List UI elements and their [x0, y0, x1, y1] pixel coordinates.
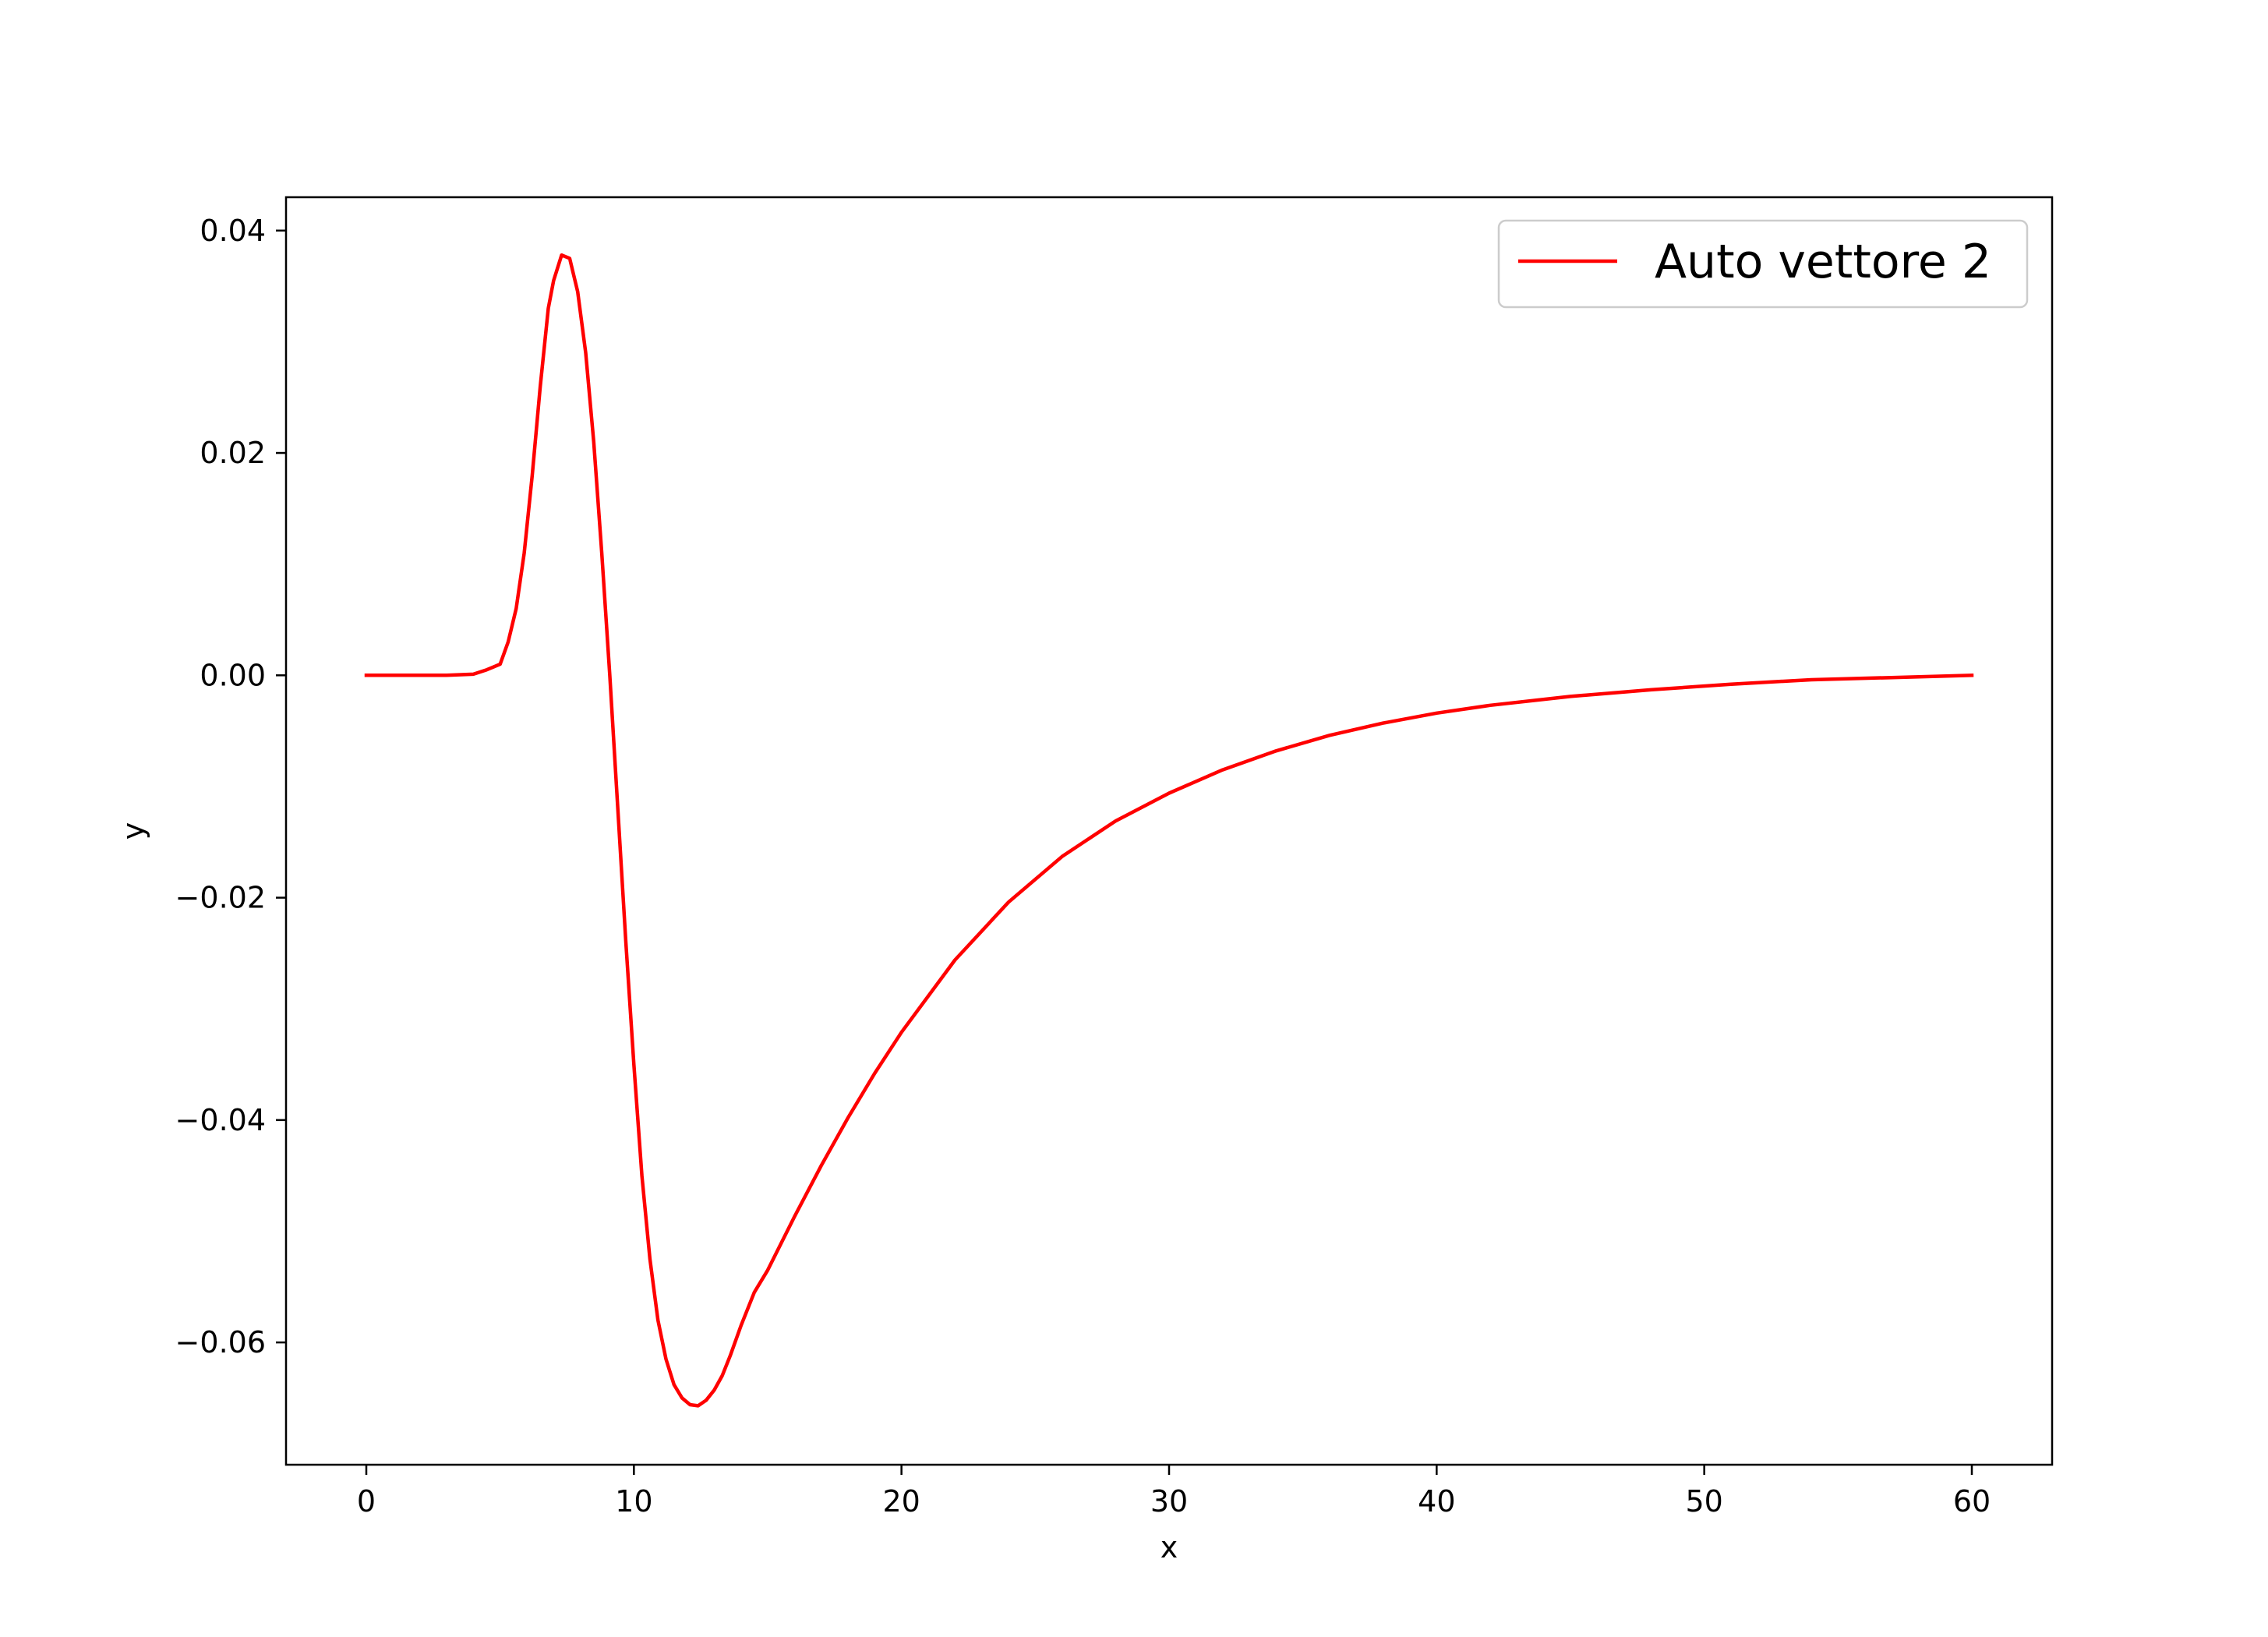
y-tick-label: −0.04 — [175, 1103, 266, 1137]
y-axis-ticks: −0.06 −0.04 −0.02 0.00 0.02 0.04 — [175, 214, 286, 1359]
x-tick-label: 60 — [1953, 1484, 1991, 1519]
x-tick-label: 40 — [1418, 1484, 1455, 1519]
series-line-auto-vettore-2 — [364, 253, 1974, 1408]
x-tick-label: 50 — [1685, 1484, 1722, 1519]
x-tick-label: 0 — [357, 1484, 376, 1519]
x-axis-ticks: 0 10 20 30 40 50 60 — [357, 1465, 1991, 1519]
y-tick-label: −0.02 — [175, 881, 266, 915]
x-tick-label: 30 — [1150, 1484, 1188, 1519]
y-tick-label: −0.06 — [175, 1325, 266, 1359]
legend: Auto vettore 2 — [1497, 219, 2029, 309]
legend-box — [1497, 219, 2029, 309]
axes-background — [286, 197, 2052, 1465]
x-tick-label: 10 — [615, 1484, 652, 1519]
legend-label: Auto vettore 2 — [1655, 235, 1991, 289]
plot-area — [284, 196, 2054, 1466]
x-tick-label: 20 — [882, 1484, 920, 1519]
y-axis-label: y — [116, 822, 150, 840]
x-axis-label: x — [1160, 1530, 1178, 1565]
y-tick-label: 0.00 — [200, 658, 266, 692]
y-tick-label: 0.02 — [200, 436, 266, 470]
y-tick-label: 0.04 — [200, 214, 266, 248]
